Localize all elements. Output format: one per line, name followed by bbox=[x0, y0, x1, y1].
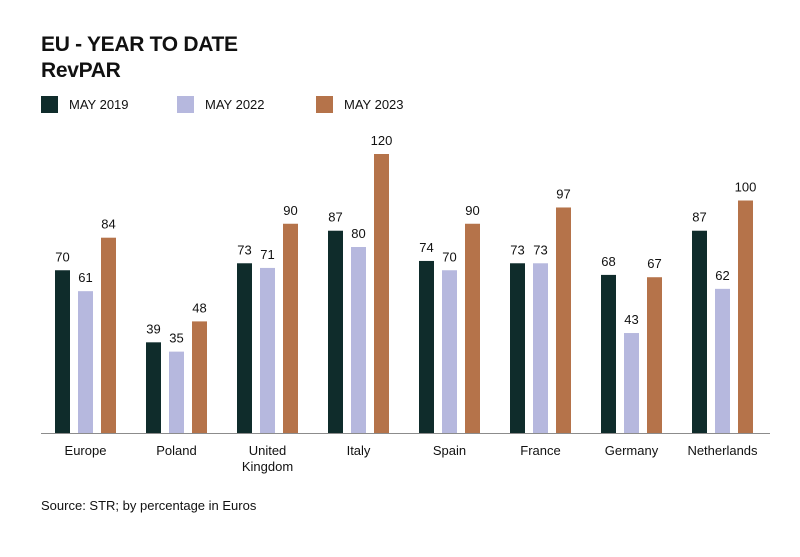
category-label: Spain bbox=[433, 443, 466, 458]
data-label: 68 bbox=[601, 254, 615, 269]
bar-poland-may-2022 bbox=[169, 351, 184, 433]
legend-label-may-2019: MAY 2019 bbox=[69, 97, 129, 112]
bar-united-kingdom-may-2022 bbox=[260, 267, 275, 433]
bar-united-kingdom-may-2023 bbox=[283, 223, 298, 433]
data-label: 87 bbox=[692, 210, 706, 225]
bar-italy-may-2022 bbox=[351, 247, 366, 433]
data-label: 62 bbox=[715, 268, 729, 283]
category-label: France bbox=[520, 443, 560, 458]
data-label: 87 bbox=[328, 210, 342, 225]
bar-france-may-2023 bbox=[556, 207, 571, 433]
bar-netherlands-may-2022 bbox=[715, 288, 730, 433]
bar-italy-may-2019 bbox=[328, 230, 343, 433]
chart-subtitle: RevPAR bbox=[41, 59, 121, 82]
data-label: 80 bbox=[351, 226, 365, 241]
data-label: 43 bbox=[624, 312, 638, 327]
data-label: 70 bbox=[442, 249, 456, 264]
data-label: 71 bbox=[260, 247, 274, 262]
data-label: 73 bbox=[237, 242, 251, 257]
category-label: Poland bbox=[156, 443, 196, 458]
bar-poland-may-2019 bbox=[146, 342, 161, 433]
data-label: 48 bbox=[192, 300, 206, 315]
category-label: Europe bbox=[65, 443, 107, 458]
data-label: 73 bbox=[510, 242, 524, 257]
bar-italy-may-2023 bbox=[374, 154, 389, 433]
bar-europe-may-2019 bbox=[55, 270, 70, 433]
bar-spain-may-2019 bbox=[419, 260, 434, 433]
source-note: Source: STR; by percentage in Euros bbox=[41, 498, 257, 513]
legend-label-may-2022: MAY 2022 bbox=[205, 97, 265, 112]
category-label: United Kingdom bbox=[242, 443, 293, 474]
data-label: 97 bbox=[556, 186, 570, 201]
bar-germany-may-2022 bbox=[624, 333, 639, 433]
data-label: 73 bbox=[533, 242, 547, 257]
bar-france-may-2019 bbox=[510, 263, 525, 433]
data-label: 39 bbox=[146, 321, 160, 336]
bar-europe-may-2022 bbox=[78, 291, 93, 433]
legend-swatch-may-2023 bbox=[316, 96, 333, 113]
category-label: Netherlands bbox=[687, 443, 758, 458]
data-label: 120 bbox=[371, 133, 393, 148]
data-label: 84 bbox=[101, 217, 115, 232]
category-label: Italy bbox=[347, 443, 371, 458]
bar-spain-may-2022 bbox=[442, 270, 457, 433]
data-label: 90 bbox=[465, 203, 479, 218]
bar-germany-may-2019 bbox=[601, 274, 616, 433]
legend-swatch-may-2019 bbox=[41, 96, 58, 113]
bar-spain-may-2023 bbox=[465, 223, 480, 433]
bar-netherlands-may-2019 bbox=[692, 230, 707, 433]
data-label: 70 bbox=[55, 249, 69, 264]
bar-france-may-2022 bbox=[533, 263, 548, 433]
bar-united-kingdom-may-2019 bbox=[237, 263, 252, 433]
data-label: 67 bbox=[647, 256, 661, 271]
legend-swatch-may-2022 bbox=[177, 96, 194, 113]
data-label: 100 bbox=[735, 180, 757, 195]
chart-title: EU - YEAR TO DATE bbox=[41, 33, 238, 56]
bar-netherlands-may-2023 bbox=[738, 200, 753, 433]
bar-poland-may-2023 bbox=[192, 321, 207, 433]
data-label: 35 bbox=[169, 331, 183, 346]
data-label: 74 bbox=[419, 240, 433, 255]
data-label: 90 bbox=[283, 203, 297, 218]
data-label: 61 bbox=[78, 270, 92, 285]
bar-germany-may-2023 bbox=[647, 277, 662, 433]
bar-europe-may-2023 bbox=[101, 237, 116, 433]
category-label: Germany bbox=[605, 443, 659, 458]
legend-label-may-2023: MAY 2023 bbox=[344, 97, 404, 112]
